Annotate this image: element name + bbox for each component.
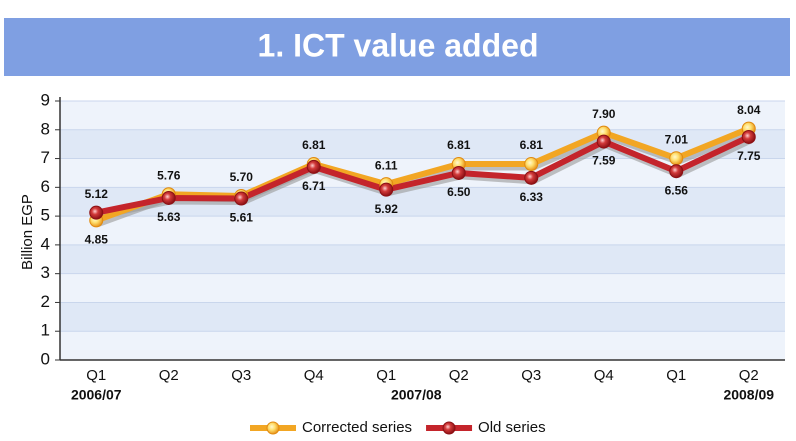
y-tick-label: 6	[41, 177, 50, 196]
x-tick-label: Q3	[231, 367, 251, 384]
x-tick-label: Q2	[159, 367, 179, 384]
data-label: 6.50	[447, 185, 471, 199]
data-label: 7.75	[737, 149, 761, 163]
y-tick-label: 0	[41, 349, 50, 368]
data-label: 8.04	[737, 103, 761, 117]
y-axis-label: Billion EGP	[19, 194, 36, 270]
data-label: 5.63	[157, 210, 181, 224]
point	[306, 159, 321, 174]
year-label: 2006/07	[71, 387, 122, 403]
plot-band	[60, 302, 785, 332]
year-label: 2008/09	[723, 387, 774, 403]
point	[524, 170, 539, 185]
y-tick-label: 9	[41, 90, 50, 109]
point	[669, 151, 684, 166]
plot-band	[60, 101, 785, 130]
x-tick-label: Q1	[666, 367, 686, 384]
title-bar	[4, 18, 790, 76]
data-label: 6.81	[302, 138, 326, 152]
plot-band	[60, 244, 785, 274]
data-label: 5.61	[230, 211, 254, 225]
point	[89, 205, 104, 220]
point	[451, 165, 466, 180]
point	[234, 191, 249, 206]
y-tick-label: 5	[41, 206, 50, 225]
x-tick-label: Q4	[594, 367, 614, 384]
data-label: 7.59	[592, 154, 616, 168]
data-label: 5.70	[230, 170, 254, 184]
plot-band	[60, 331, 785, 360]
data-label: 6.81	[447, 138, 471, 152]
data-label: 6.33	[520, 190, 544, 204]
series-line	[95, 134, 751, 216]
data-label: 6.71	[302, 179, 326, 193]
legend-marker	[266, 421, 280, 435]
point	[669, 164, 684, 179]
data-label: 5.76	[157, 168, 181, 182]
x-tick-label: Q1	[376, 367, 396, 384]
legend-marker	[442, 421, 456, 435]
data-label: 6.11	[375, 158, 398, 172]
point	[379, 182, 394, 197]
x-tick-label: Q3	[521, 367, 541, 384]
point	[161, 190, 176, 205]
y-tick-label: 2	[41, 292, 50, 311]
x-tick-label: Q2	[449, 367, 469, 384]
data-label: 5.12	[85, 187, 109, 201]
y-tick-label: 3	[41, 263, 50, 282]
y-tick-label: 4	[41, 234, 50, 253]
y-tick-label: 1	[41, 321, 50, 340]
series-line	[95, 125, 750, 224]
data-label: 4.85	[85, 233, 109, 247]
year-label: 2007/08	[391, 387, 442, 403]
data-label: 5.92	[375, 202, 399, 216]
data-label: 7.90	[592, 107, 616, 121]
plot-band	[60, 273, 785, 303]
y-tick-label: 7	[41, 148, 50, 167]
x-tick-label: Q1	[86, 367, 106, 384]
x-tick-label: Q2	[739, 367, 759, 384]
legend-label: Corrected series	[302, 419, 412, 436]
legend-label: Old series	[478, 419, 546, 436]
point	[741, 129, 756, 144]
point	[524, 157, 539, 172]
data-label: 7.01	[665, 132, 689, 146]
y-tick-label: 8	[41, 119, 50, 138]
x-tick-label: Q4	[304, 367, 324, 384]
chart-title: 1. ICT value added	[258, 27, 539, 63]
data-label: 6.81	[520, 138, 544, 152]
data-label: 6.56	[665, 183, 689, 197]
plot-band	[60, 216, 785, 245]
point	[596, 134, 611, 149]
